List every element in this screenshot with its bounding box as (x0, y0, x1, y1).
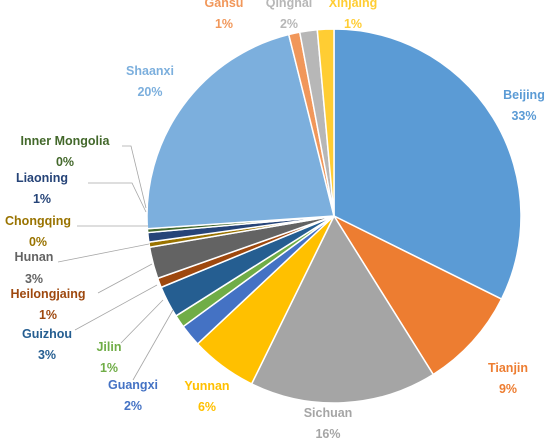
slice-label-hunan: Hunan (15, 250, 54, 264)
slice-percent-beijing: 33% (511, 109, 536, 123)
pie-slice-beijing (333, 28, 522, 301)
slice-percent-liaoning: 1% (33, 192, 51, 206)
slice-percent-tianjin: 9% (499, 382, 517, 396)
slice-label-sichuan: Sichuan (304, 406, 353, 420)
slice-label-beijing: Beijing (503, 88, 545, 102)
leader-line-jilin (120, 299, 164, 344)
slice-label-guizhou: Guizhou (22, 327, 72, 341)
slice-label-qinghai: Qinghai (266, 0, 313, 10)
slice-label-guangxi: Guangxi (108, 378, 158, 392)
slice-label-chongqing: Chongqing (5, 214, 71, 228)
slice-percent-xinjaing: 1% (344, 17, 362, 31)
slice-percent-hunan: 3% (25, 272, 43, 286)
pie-slice-sichuan (250, 214, 435, 404)
pie-slice-xinjaing (316, 28, 335, 217)
slice-percent-chongqing: 0% (29, 235, 47, 249)
slice-percent-qinghai: 2% (280, 17, 298, 31)
slice-percent-heilongjaing: 1% (39, 308, 57, 322)
leader-line-heilongjaing (97, 263, 153, 294)
slice-percent-jilin: 1% (100, 361, 118, 375)
slice-label-gansu: Gansu (205, 0, 244, 10)
slice-percent-guizhou: 3% (38, 348, 56, 362)
slice-label-yunnan: Yunnan (184, 379, 229, 393)
slice-percent-shaanxi: 20% (137, 85, 162, 99)
slice-label-jilin: Jilin (96, 340, 121, 354)
slice-percent-inner-mongolia: 0% (56, 155, 74, 169)
slice-label-liaoning: Liaoning (16, 171, 68, 185)
leader-line-liaoning (88, 182, 147, 213)
slice-label-shaanxi: Shaanxi (126, 64, 174, 78)
slice-percent-yunnan: 6% (198, 400, 216, 414)
slice-percent-sichuan: 16% (315, 427, 340, 441)
slice-percent-guangxi: 2% (124, 399, 142, 413)
slice-label-inner-mongolia: Inner Mongolia (21, 134, 111, 148)
slice-label-tianjin: Tianjin (488, 361, 528, 375)
leader-line-hunan (57, 243, 150, 263)
leader-line-guizhou (74, 284, 158, 331)
leader-line-guangxi (132, 309, 174, 381)
pie-slice-shaanxi (146, 33, 335, 230)
slice-percent-gansu: 1% (215, 17, 233, 31)
slice-label-xinjaing: Xinjaing (329, 0, 378, 10)
pie-slice-tianjin (331, 214, 503, 376)
slice-label-heilongjaing: Heilongjaing (11, 287, 86, 301)
leader-line-inner-mongolia (122, 145, 147, 209)
